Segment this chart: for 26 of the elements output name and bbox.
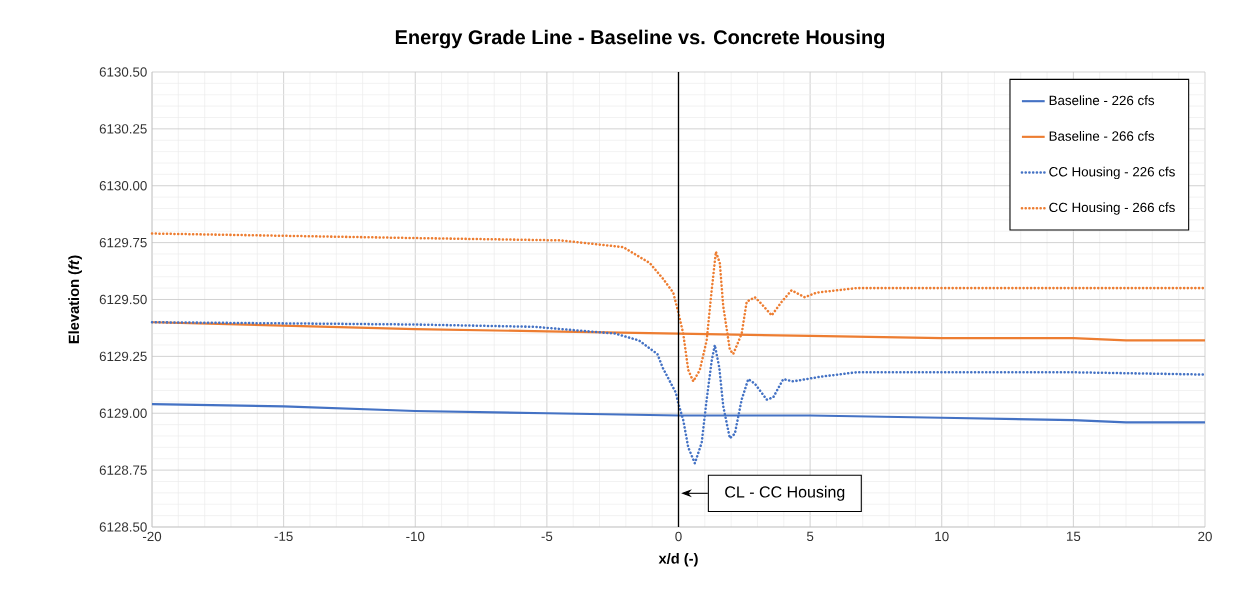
x-tick-label: -10 xyxy=(406,531,425,542)
y-tick-label: 6128.50 xyxy=(99,522,147,532)
y-tick-label: 6129.50 xyxy=(99,294,147,305)
y-tick-label: 6130.50 xyxy=(99,67,147,77)
x-tick-label: -15 xyxy=(274,531,293,541)
y-tick-label: 6130.00 xyxy=(99,181,147,191)
chart-title: Energy Grade Line - Baseline vs. Concrete Housing xyxy=(395,29,885,49)
legend-label: CC Housing - 226 cfs xyxy=(1049,166,1175,180)
x-tick-label: -20 xyxy=(142,531,162,542)
x-tick-label: 15 xyxy=(1066,531,1081,541)
y-tick-label: 6129.75 xyxy=(99,237,147,248)
y-tick-label: 6129.00 xyxy=(99,408,147,418)
x-tick-label: 0 xyxy=(675,531,682,542)
y-axis-title: Elevation (ft) xyxy=(68,255,82,344)
x-tick-label: 10 xyxy=(935,531,949,542)
x-axis-title: x/d (-) xyxy=(658,552,698,567)
y-tick-label: 6128.75 xyxy=(99,465,147,475)
x-tick-label: -5 xyxy=(541,531,553,541)
y-tick-label: 6130.25 xyxy=(99,124,147,134)
x-tick-label: 5 xyxy=(806,531,814,541)
legend-label: Baseline - 266 cfs xyxy=(1049,131,1155,141)
y-tick-label: 6129.25 xyxy=(99,351,147,362)
legend-label: CC Housing - 266 cfs xyxy=(1049,202,1175,215)
legend-label: Baseline - 226 cfs xyxy=(1049,95,1155,106)
x-tick-label: 20 xyxy=(1198,531,1212,542)
ref-line-label: CL - CC Housing xyxy=(725,485,845,501)
